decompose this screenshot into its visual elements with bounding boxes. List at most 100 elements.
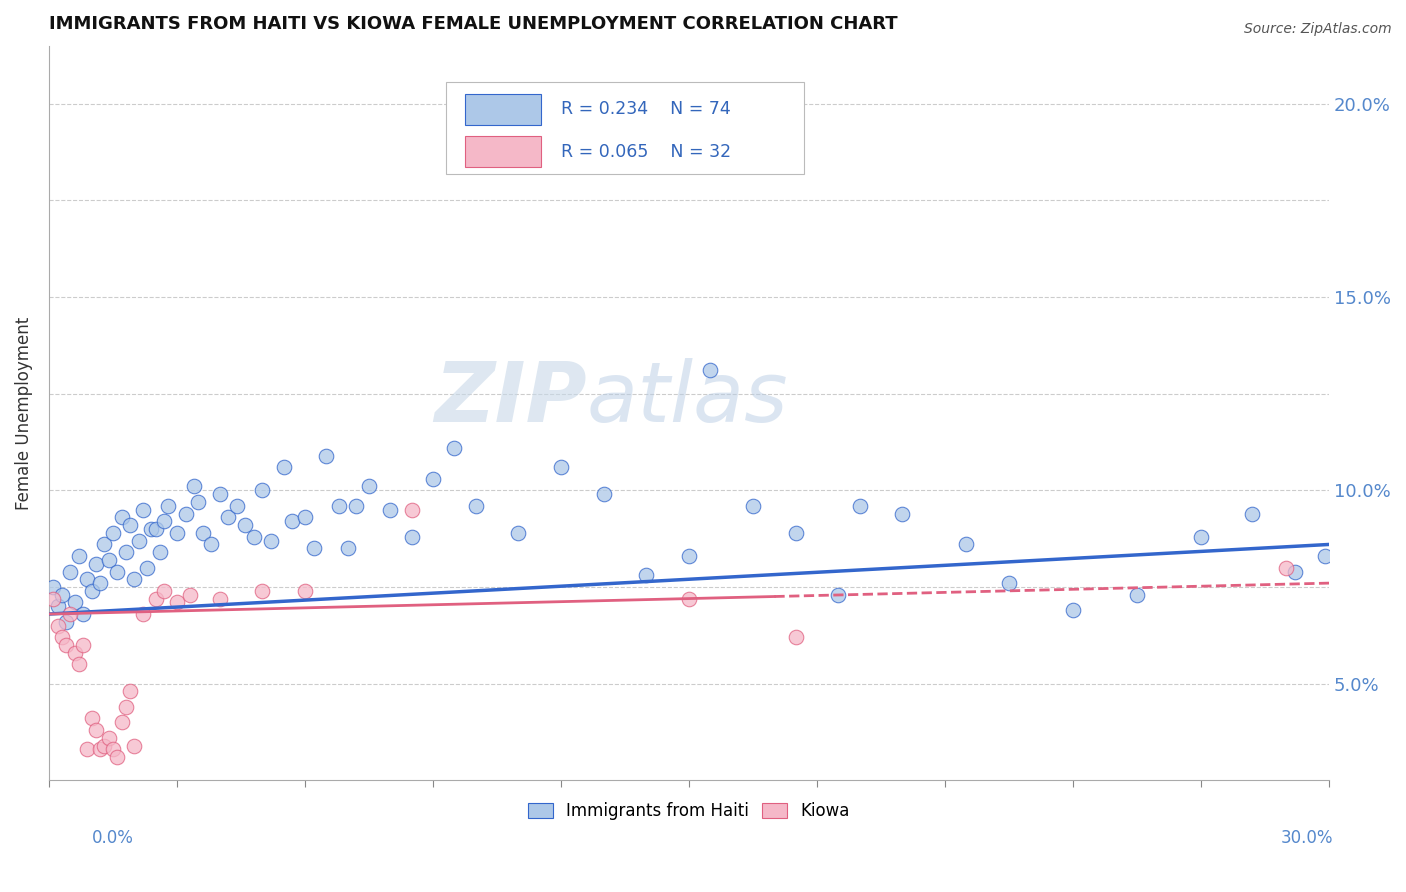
- Point: [136, 560, 159, 574]
- Point: [998, 576, 1021, 591]
- Point: [153, 514, 176, 528]
- Point: [1189, 530, 1212, 544]
- FancyBboxPatch shape: [446, 82, 804, 174]
- Point: [89, 742, 111, 756]
- Point: [59, 565, 82, 579]
- Point: [101, 525, 124, 540]
- Point: [93, 537, 115, 551]
- Point: [179, 588, 201, 602]
- Point: [118, 518, 141, 533]
- Point: [1313, 549, 1336, 563]
- Point: [302, 541, 325, 556]
- Point: [141, 522, 163, 536]
- Point: [76, 572, 98, 586]
- Point: [105, 565, 128, 579]
- Y-axis label: Female Unemployment: Female Unemployment: [15, 317, 32, 509]
- Point: [124, 572, 146, 586]
- Point: [84, 723, 107, 737]
- Point: [166, 595, 188, 609]
- Legend: Immigrants from Haiti, Kiowa: Immigrants from Haiti, Kiowa: [522, 796, 856, 827]
- Point: [128, 533, 150, 548]
- Point: [357, 479, 380, 493]
- Point: [1284, 565, 1306, 579]
- Point: [443, 441, 465, 455]
- Point: [63, 646, 86, 660]
- Point: [51, 588, 73, 602]
- Point: [191, 525, 214, 540]
- Text: 0.0%: 0.0%: [91, 829, 134, 847]
- Point: [260, 533, 283, 548]
- Point: [1275, 560, 1298, 574]
- Point: [1241, 507, 1264, 521]
- Point: [153, 583, 176, 598]
- Point: [208, 487, 231, 501]
- Point: [891, 507, 914, 521]
- Point: [336, 541, 359, 556]
- Point: [174, 507, 197, 521]
- Point: [328, 499, 350, 513]
- Point: [67, 657, 90, 672]
- Point: [51, 630, 73, 644]
- Point: [294, 510, 316, 524]
- FancyBboxPatch shape: [465, 94, 540, 125]
- Point: [742, 499, 765, 513]
- Point: [149, 545, 172, 559]
- Text: IMMIGRANTS FROM HAITI VS KIOWA FEMALE UNEMPLOYMENT CORRELATION CHART: IMMIGRANTS FROM HAITI VS KIOWA FEMALE UN…: [49, 15, 897, 33]
- Text: R = 0.065    N = 32: R = 0.065 N = 32: [561, 143, 731, 161]
- Point: [252, 583, 274, 598]
- Point: [42, 591, 65, 606]
- Point: [785, 630, 807, 644]
- Point: [46, 618, 69, 632]
- Point: [124, 739, 146, 753]
- Point: [145, 522, 167, 536]
- Point: [401, 502, 423, 516]
- Point: [118, 684, 141, 698]
- Point: [592, 487, 614, 501]
- Point: [273, 460, 295, 475]
- Point: [157, 499, 180, 513]
- FancyBboxPatch shape: [465, 136, 540, 167]
- Point: [63, 595, 86, 609]
- Point: [72, 607, 94, 621]
- Point: [380, 502, 402, 516]
- Point: [785, 525, 807, 540]
- Point: [110, 510, 132, 524]
- Point: [294, 583, 316, 598]
- Point: [187, 495, 209, 509]
- Point: [550, 460, 572, 475]
- Point: [636, 568, 658, 582]
- Point: [97, 731, 120, 745]
- Text: ZIP: ZIP: [434, 358, 586, 439]
- Point: [344, 499, 367, 513]
- Point: [46, 599, 69, 614]
- Point: [72, 638, 94, 652]
- Point: [80, 711, 103, 725]
- Point: [183, 479, 205, 493]
- Point: [80, 583, 103, 598]
- Point: [55, 638, 77, 652]
- Point: [59, 607, 82, 621]
- Point: [132, 502, 155, 516]
- Point: [97, 553, 120, 567]
- Text: 30.0%: 30.0%: [1281, 829, 1333, 847]
- Point: [208, 591, 231, 606]
- Text: Source: ZipAtlas.com: Source: ZipAtlas.com: [1244, 22, 1392, 37]
- Point: [166, 525, 188, 540]
- Point: [464, 499, 486, 513]
- Point: [55, 615, 77, 629]
- Point: [200, 537, 222, 551]
- Point: [225, 499, 247, 513]
- Point: [105, 750, 128, 764]
- Point: [315, 449, 337, 463]
- Point: [848, 499, 870, 513]
- Point: [114, 699, 136, 714]
- Text: atlas: atlas: [586, 358, 789, 439]
- Point: [110, 715, 132, 730]
- Point: [145, 591, 167, 606]
- Point: [508, 525, 530, 540]
- Point: [114, 545, 136, 559]
- Point: [678, 549, 700, 563]
- Point: [101, 742, 124, 756]
- Point: [281, 514, 304, 528]
- Point: [699, 363, 721, 377]
